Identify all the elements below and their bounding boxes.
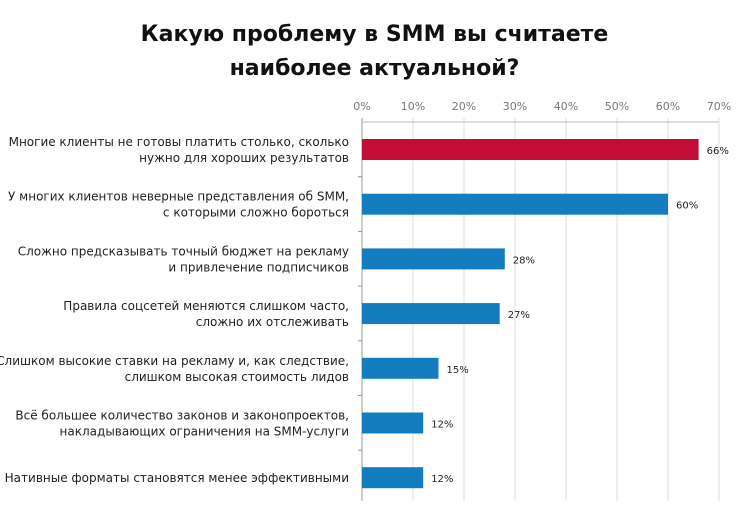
bar: [362, 467, 424, 489]
category-label: слишком высокая стоимость лидов: [125, 370, 349, 384]
tick-label: 70%: [707, 100, 731, 113]
bar: [362, 193, 668, 215]
tick-label: 30%: [503, 100, 527, 113]
tick-label: 0%: [353, 100, 370, 113]
category-label: накладывающих ограничения на SMM-услуги: [60, 425, 349, 439]
category-label: Сложно предсказывать точный бюджет на ре…: [18, 244, 349, 258]
category-label: Правила соцсетей меняются слишком часто,: [63, 299, 349, 313]
tick-label: 60%: [656, 100, 680, 113]
title-line-1: Какую проблему в SMM вы считаете: [140, 22, 609, 47]
title-line-2: наиболее актуальной?: [229, 56, 520, 81]
data-label: 27%: [508, 310, 530, 321]
category-label: Многие клиенты не готовы платить столько…: [9, 135, 349, 149]
bar: [362, 357, 439, 379]
category-label: Нативные форматы становятся менее эффект…: [5, 471, 349, 485]
category-label: и привлечение подписчиков: [168, 260, 349, 274]
data-label: 15%: [447, 365, 469, 376]
bar: [362, 412, 424, 434]
data-label: 28%: [513, 255, 535, 266]
category-label: Всё большее количество законов и законоп…: [15, 409, 349, 423]
data-label: 66%: [707, 146, 729, 157]
data-label: 12%: [431, 420, 453, 431]
tick-label: 40%: [554, 100, 578, 113]
data-label: 60%: [676, 201, 698, 212]
data-label: 12%: [431, 474, 453, 485]
category-label: с которыми сложно бороться: [163, 206, 349, 220]
chart-title: Какую проблему в SMM вы считаете наиболе…: [0, 18, 749, 86]
category-label: У многих клиентов неверные представления…: [8, 190, 349, 204]
tick-label: 10%: [401, 100, 425, 113]
tick-label: 50%: [605, 100, 629, 113]
tick-label: 20%: [452, 100, 476, 113]
bar: [362, 248, 505, 270]
category-label: сложно их отслеживать: [196, 315, 349, 329]
bar: [362, 139, 699, 160]
category-label: нужно для хороших результатов: [139, 151, 349, 165]
category-label: Слишком высокие ставки на рекламу и, как…: [0, 354, 349, 368]
bar: [362, 303, 500, 325]
